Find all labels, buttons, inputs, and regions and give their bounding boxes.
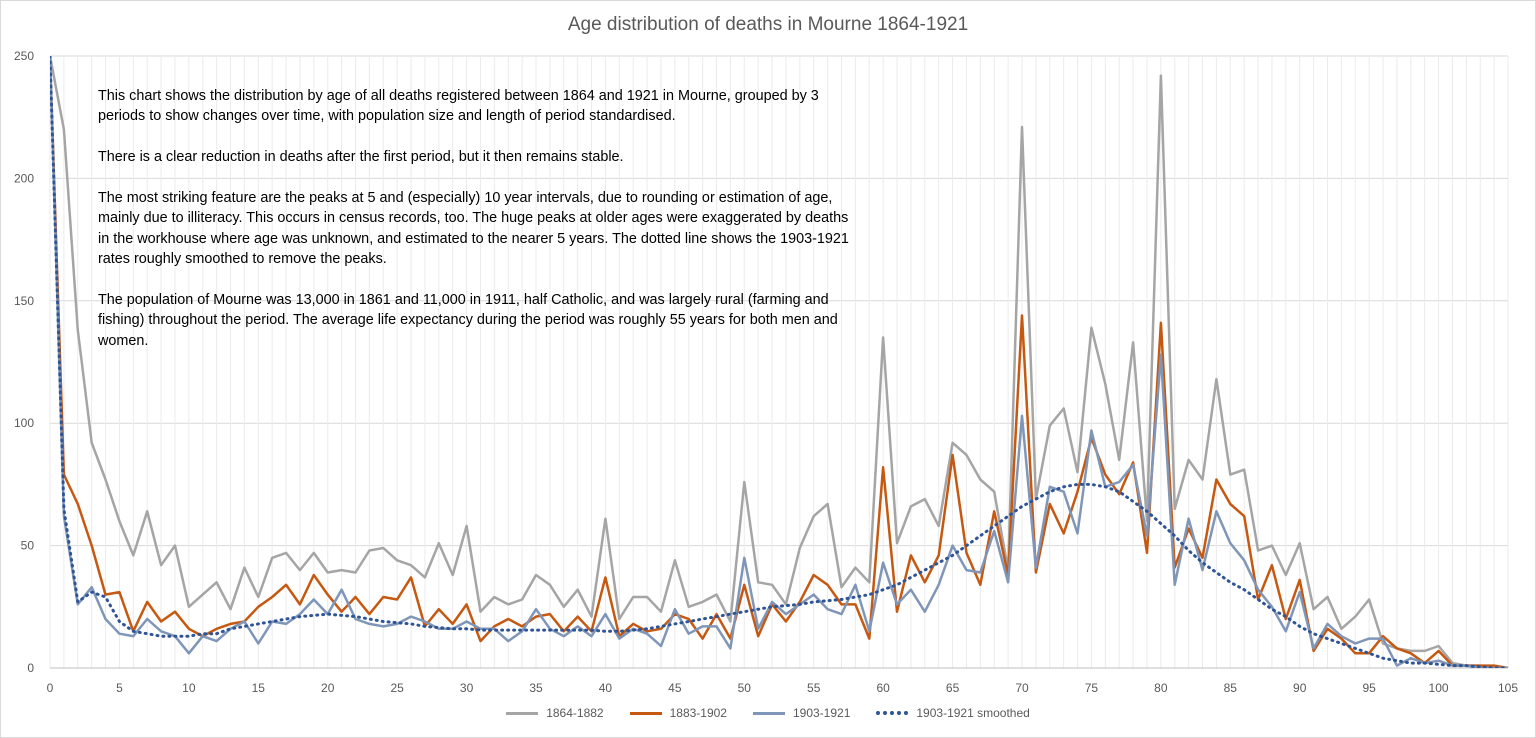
x-tick-label: 60 [876,681,890,695]
legend-label: 1903-1921 [792,706,851,720]
x-tick-label: 90 [1293,681,1307,695]
x-tick-label: 0 [47,681,54,695]
x-tick-label: 85 [1224,681,1238,695]
x-tick-label: 30 [460,681,474,695]
chart-annotation: This chart shows the distribution by age… [98,86,858,372]
x-tick-label: 15 [252,681,266,695]
legend-label: 1903-1921 smoothed [916,706,1030,720]
x-tick-label: 5 [116,681,123,695]
x-tick-label: 40 [599,681,613,695]
legend-label: 1883-1902 [669,706,727,720]
y-tick-label: 50 [21,539,35,553]
x-tick-label: 70 [1015,681,1029,695]
annotation-paragraph-4: The population of Mourne was 13,000 in 1… [98,292,838,349]
legend-swatch [629,711,662,715]
series-line-1864-1882 [50,56,1508,668]
legend-label: 1864-1882 [546,706,604,720]
x-tick-label: 95 [1362,681,1376,695]
x-tick-label: 20 [321,681,335,695]
x-tick-label: 35 [529,681,543,695]
x-tick-label: 10 [182,681,196,695]
x-tick-label: 50 [738,681,752,695]
legend: 1864-1882 1883-1902 1903-1921 1903-1921 … [0,706,1536,720]
x-tick-label: 75 [1085,681,1099,695]
x-tick-label: 55 [807,681,821,695]
x-tick-label: 100 [1429,681,1449,695]
y-tick-label: 100 [14,416,34,430]
x-tick-label: 105 [1498,681,1518,695]
annotation-paragraph-1: This chart shows the distribution by age… [98,88,819,125]
x-tick-label: 25 [390,681,404,695]
x-tick-label: 45 [668,681,682,695]
series-lines [50,56,1510,668]
y-tick-label: 150 [14,294,34,308]
legend-swatch [506,711,539,715]
legend-item-1864-1882: 1864-1882 [506,706,604,720]
x-tick-label: 65 [946,681,960,695]
series-line-1903-1921-smoothed [50,56,1510,668]
legend-swatch [752,711,785,715]
y-tick-label: 200 [14,171,34,185]
series-line-1883-1902 [50,56,1509,668]
legend-item-1883-1902: 1883-1902 [629,706,727,720]
chart-title: Age distribution of deaths in Mourne 186… [567,14,969,35]
legend-swatch [876,711,909,715]
annotation-paragraph-2: There is a clear reduction in deaths aft… [98,149,624,166]
x-axis-ticks: 0 5 10 15 20 25 30 35 40 45 50 55 60 65 70 75 80 85 90 95 10… [47,681,1519,695]
legend-item-1903-1921: 1903-1921 [752,706,851,720]
annotation-paragraph-3: The most striking feature are the peaks … [98,190,849,268]
x-tick-label: 80 [1154,681,1168,695]
grid-lines [49,55,1509,669]
y-axis-ticks: 0 50 100 150 200 250 [14,49,34,675]
legend-item-1903-1921-smoothed: 1903-1921 smoothed [876,706,1030,720]
y-tick-label: 250 [14,49,34,63]
y-tick-label: 0 [27,661,34,675]
